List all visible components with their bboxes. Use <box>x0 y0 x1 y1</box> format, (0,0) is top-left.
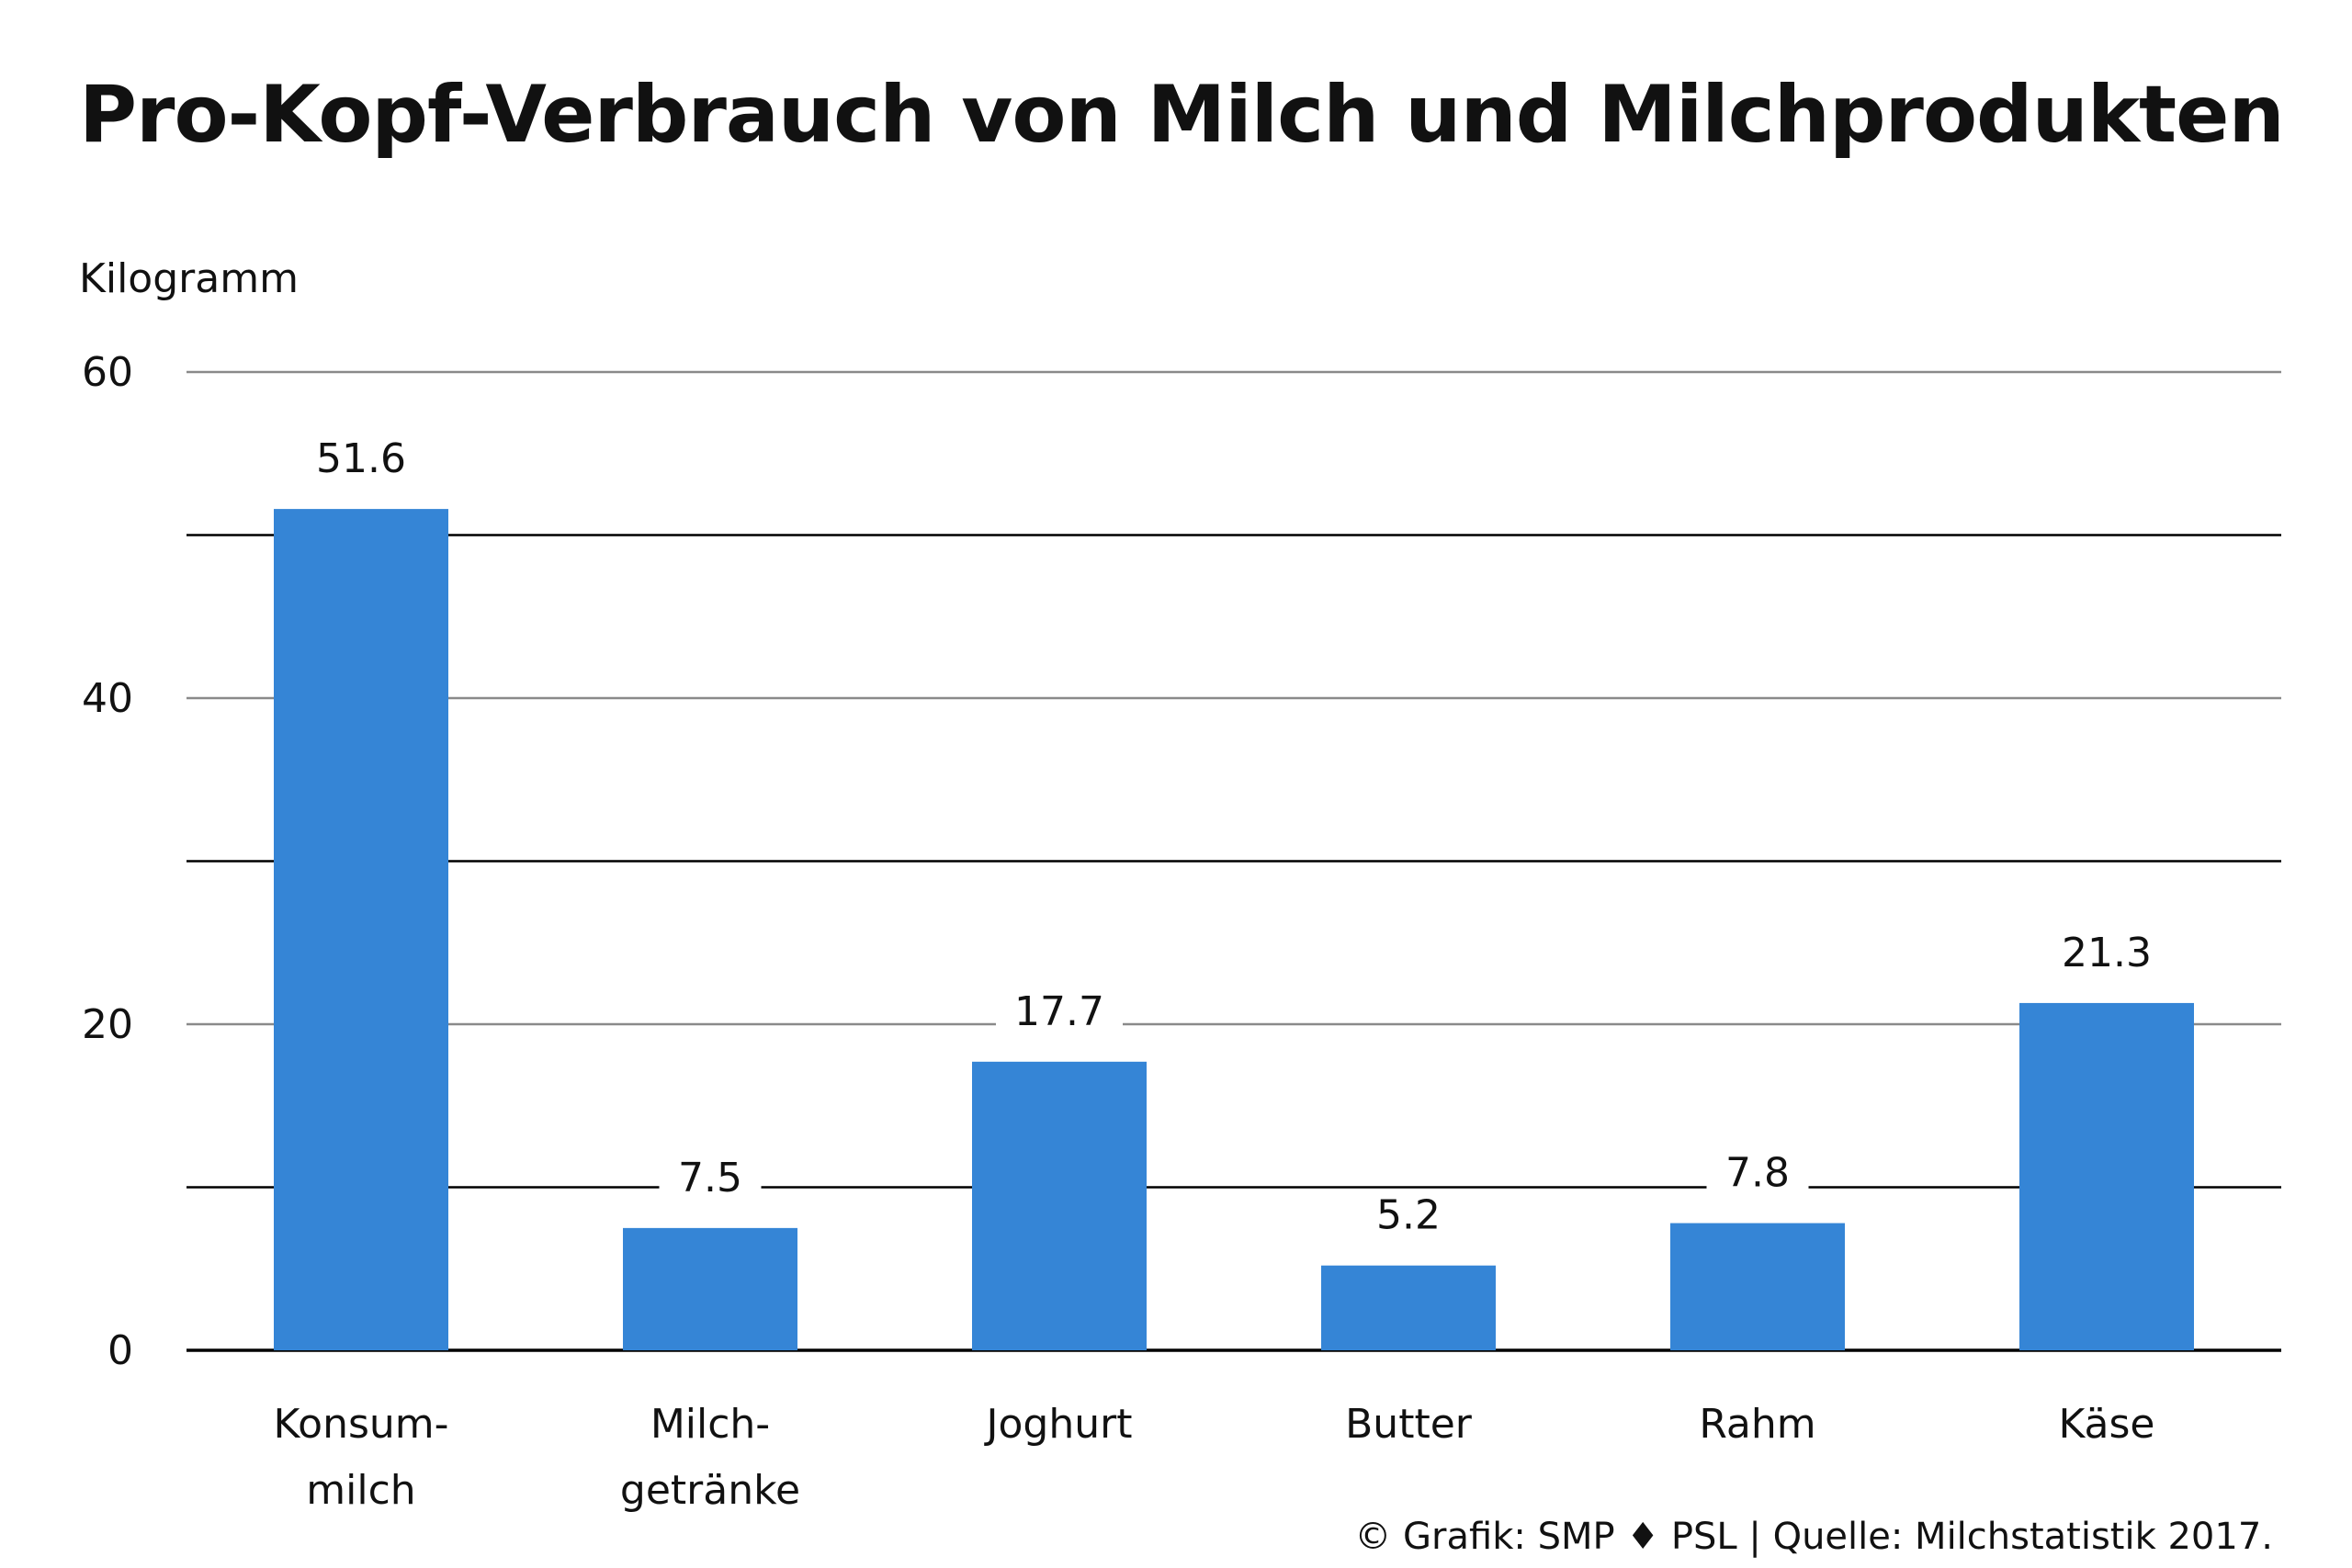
y-tick-label: 0 <box>107 1327 133 1374</box>
bar <box>274 509 448 1350</box>
y-tick-label: 40 <box>82 675 133 722</box>
value-label-background <box>996 987 1123 1040</box>
y-tick-label: 20 <box>82 1001 133 1048</box>
chart-labels: 0 20 40 60 51.6 Konsum-milch 7.5 Milch-getränke… <box>82 349 2170 1514</box>
bar <box>1670 1223 1845 1350</box>
category-label: Konsum- <box>273 1401 448 1448</box>
value-label: 5.2 <box>1376 1192 1441 1239</box>
value-label: 21.3 <box>2062 930 2152 976</box>
value-label: 17.7 <box>1014 988 1104 1035</box>
value-label-background <box>659 1154 762 1206</box>
category-label: Milch- <box>650 1401 770 1448</box>
bars <box>274 509 2194 1350</box>
category-label: getränke <box>620 1467 800 1514</box>
bar <box>623 1227 797 1350</box>
value-label: 7.8 <box>1725 1150 1790 1197</box>
chart-title: Pro-Kopf-Verbrauch von Milch und Milchpr… <box>79 69 2285 161</box>
gridlines <box>187 370 2281 1352</box>
value-label-background <box>1357 1191 1460 1244</box>
y-tick-label: 60 <box>82 349 133 396</box>
category-label: Joghurt <box>984 1401 1133 1448</box>
category-label: Käse <box>2058 1401 2154 1448</box>
value-label-background <box>2043 929 2170 981</box>
bar <box>2019 1002 2194 1350</box>
y-axis-title: Kilogramm <box>79 255 299 302</box>
source-credit: © Grafik: SMP ♦ PSL | Quelle: Milchstati… <box>1354 1516 2273 1558</box>
category-label: Rahm <box>1699 1401 1815 1448</box>
value-label: 7.5 <box>678 1155 742 1201</box>
category-label: Butter <box>1345 1401 1473 1448</box>
value-label: 51.6 <box>316 435 406 482</box>
value-label-background <box>1706 1149 1809 1201</box>
bar <box>972 1061 1147 1350</box>
value-label-background <box>298 435 424 488</box>
category-label: milch <box>306 1467 415 1514</box>
bar <box>1321 1265 1496 1350</box>
